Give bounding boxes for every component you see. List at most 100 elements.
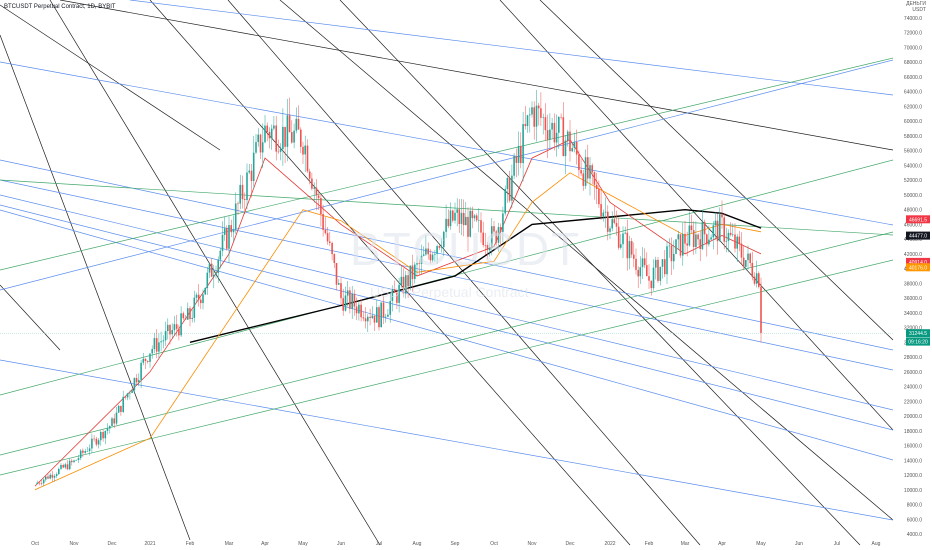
candle bbox=[626, 219, 629, 271]
candle bbox=[471, 206, 474, 229]
candle bbox=[58, 467, 60, 475]
candle bbox=[526, 114, 529, 133]
black-trend-line bbox=[227, 0, 701, 546]
candle bbox=[431, 252, 434, 263]
time-axis: Oct Nov Dec 2021 Feb Mar Apr May Jun Jul Aug Sep Oct… bbox=[31, 541, 881, 547]
price-tick-label: 70000.0 bbox=[904, 46, 922, 52]
candle bbox=[670, 237, 673, 275]
time-tick-label: May bbox=[756, 541, 766, 547]
price-tick-label: 72000.0 bbox=[904, 31, 922, 37]
time-tick-label: Dec bbox=[566, 541, 575, 547]
price-tick-label: 62000.0 bbox=[904, 105, 922, 111]
time-tick-label: Jul bbox=[834, 541, 840, 547]
candle bbox=[138, 373, 140, 387]
price-badge: 44477.0 bbox=[906, 231, 930, 240]
candle bbox=[569, 119, 571, 162]
candle bbox=[208, 262, 211, 278]
candle bbox=[564, 135, 567, 175]
candle bbox=[478, 208, 480, 233]
price-badge-label: 09:16:20 bbox=[908, 340, 928, 346]
candle bbox=[628, 235, 631, 270]
currency-unit-label: ДЕНЬГИ USDT bbox=[906, 1, 926, 13]
candle bbox=[100, 430, 102, 446]
candle bbox=[335, 263, 338, 291]
candle bbox=[484, 232, 487, 255]
candle bbox=[429, 249, 432, 264]
candle bbox=[449, 202, 452, 230]
candle bbox=[73, 459, 75, 464]
candle bbox=[582, 169, 585, 191]
time-tick-label: Sep bbox=[451, 541, 460, 547]
candle bbox=[275, 116, 277, 161]
candle bbox=[727, 229, 730, 253]
candle bbox=[75, 459, 77, 461]
candle bbox=[60, 463, 62, 470]
chart-header: BTCUSDT Perpetual Contract, 1D, BYBIT bbox=[4, 4, 116, 10]
candle bbox=[182, 311, 185, 321]
candle bbox=[204, 287, 206, 296]
candle bbox=[635, 248, 637, 275]
candle bbox=[93, 435, 95, 442]
candle bbox=[402, 268, 405, 298]
candle bbox=[686, 231, 688, 257]
candle bbox=[600, 190, 602, 220]
candle bbox=[508, 170, 511, 203]
candle bbox=[257, 128, 259, 147]
candle bbox=[193, 290, 196, 323]
candle bbox=[317, 189, 320, 210]
candle bbox=[239, 174, 241, 210]
candle bbox=[191, 309, 193, 323]
candle bbox=[155, 329, 158, 359]
candle bbox=[400, 265, 403, 288]
candle bbox=[575, 129, 578, 165]
candle bbox=[443, 230, 445, 257]
candle bbox=[144, 358, 147, 370]
blue-channel-line bbox=[129, 0, 894, 96]
trend-lines-layer bbox=[0, 0, 894, 546]
candle bbox=[371, 306, 374, 320]
candle bbox=[517, 131, 520, 176]
candle bbox=[221, 221, 224, 257]
candle bbox=[346, 281, 349, 307]
candle bbox=[620, 234, 622, 250]
candle bbox=[376, 299, 378, 323]
candle bbox=[436, 244, 438, 264]
candle bbox=[515, 148, 518, 178]
candle bbox=[710, 234, 712, 240]
time-tick-label: Apr bbox=[718, 541, 726, 547]
green-channel-line bbox=[0, 57, 894, 271]
candles-layer bbox=[36, 90, 762, 487]
candle bbox=[111, 416, 113, 427]
candle bbox=[587, 144, 589, 184]
candle bbox=[650, 280, 653, 296]
candle bbox=[493, 221, 495, 236]
candle bbox=[389, 292, 391, 323]
candle bbox=[529, 107, 531, 133]
price-tick-label: 10000.0 bbox=[904, 488, 922, 494]
price-badge: 46691.5 bbox=[906, 215, 930, 224]
price-tick-label: 6000.0 bbox=[907, 517, 923, 523]
candle bbox=[753, 272, 756, 286]
candle bbox=[675, 238, 677, 255]
price-badge: 40914.0 bbox=[906, 257, 930, 266]
candle bbox=[591, 163, 593, 185]
candle bbox=[648, 264, 650, 290]
blue-channel-line bbox=[0, 61, 894, 226]
candle bbox=[243, 192, 246, 214]
green-channel-line bbox=[0, 231, 894, 456]
candle bbox=[282, 108, 284, 166]
candle bbox=[373, 315, 376, 331]
candle bbox=[277, 139, 280, 154]
name-watermark: USDT Perpetual Contract bbox=[370, 284, 529, 300]
candle bbox=[315, 179, 318, 211]
time-tick-label: Feb bbox=[186, 541, 195, 547]
candle bbox=[210, 258, 213, 278]
candle bbox=[544, 103, 547, 141]
candle bbox=[613, 205, 616, 225]
price-tick-label: 22000.0 bbox=[904, 399, 922, 405]
candle bbox=[716, 213, 719, 255]
candle bbox=[320, 194, 322, 227]
candle bbox=[353, 289, 356, 316]
